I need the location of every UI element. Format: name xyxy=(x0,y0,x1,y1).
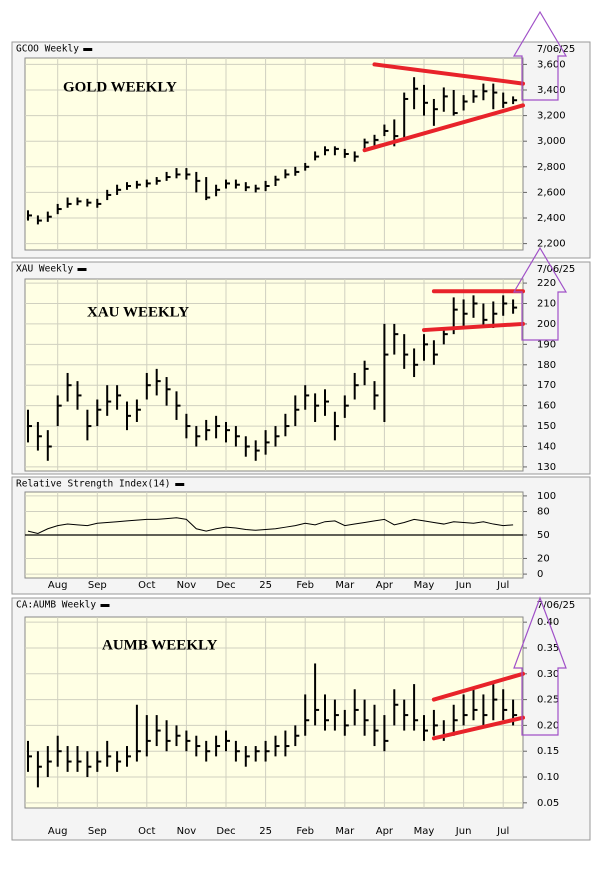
y-tick-label: 150 xyxy=(537,421,556,432)
legend-swatch xyxy=(100,604,110,607)
y-tick-label: 2,800 xyxy=(537,162,566,173)
panel-title: GCOO Weekly xyxy=(16,44,79,55)
trendline xyxy=(431,671,525,702)
x-tick-label: Apr xyxy=(376,580,394,591)
x-tick-label: Sep xyxy=(88,826,107,837)
y-tick-label: 3,200 xyxy=(537,111,566,122)
y-tick-label: 3,600 xyxy=(537,59,566,70)
x-tick-label: Feb xyxy=(296,826,314,837)
x-tick-label: Mar xyxy=(335,580,355,591)
y-tick-label: 200 xyxy=(537,319,556,330)
y-tick-label: 0.20 xyxy=(537,720,559,731)
x-tick-label: Aug xyxy=(48,580,68,591)
y-tick-label: 0.35 xyxy=(537,643,559,654)
panel-date: 7/06/25 xyxy=(537,44,576,55)
x-tick-label: Oct xyxy=(138,826,155,837)
y-tick-label: 0.15 xyxy=(537,746,559,757)
trendline xyxy=(431,715,525,741)
rsi-line xyxy=(27,517,514,534)
panel-title: CA:AUMB Weekly xyxy=(16,600,96,611)
x-tick-label: 25 xyxy=(259,580,272,591)
legend-swatch xyxy=(77,268,87,271)
panel-title: Relative Strength Index(14) xyxy=(16,479,170,490)
y-tick-label: 170 xyxy=(537,380,556,391)
y-tick-label: 50 xyxy=(537,530,550,541)
x-tick-label: Mar xyxy=(335,826,355,837)
y-tick-label: 0.25 xyxy=(537,695,559,706)
y-tick-label: 210 xyxy=(537,299,556,310)
y-tick-label: 2,600 xyxy=(537,187,566,198)
annotation: AUMB WEEKLY xyxy=(102,637,218,653)
y-tick-label: 2,200 xyxy=(537,239,566,250)
x-tick-label: Sep xyxy=(88,580,107,591)
y-tick-label: 80 xyxy=(537,507,550,518)
trendline xyxy=(422,321,525,333)
legend-swatch xyxy=(83,48,93,51)
x-tick-label: Dec xyxy=(216,580,235,591)
x-tick-label: Jul xyxy=(496,826,509,837)
y-tick-label: 130 xyxy=(537,462,556,473)
x-tick-label: Feb xyxy=(296,580,314,591)
plot-area xyxy=(24,616,524,809)
plot-area xyxy=(24,278,524,472)
y-tick-label: 3,000 xyxy=(537,136,566,147)
legend-swatch xyxy=(175,483,185,486)
y-tick-label: 0 xyxy=(537,569,543,580)
x-tick-label: Nov xyxy=(177,826,197,837)
y-tick-label: 2,400 xyxy=(537,213,566,224)
y-tick-label: 160 xyxy=(537,401,556,412)
x-tick-label: Oct xyxy=(138,580,155,591)
x-tick-label: Jun xyxy=(455,580,472,591)
x-tick-label: 25 xyxy=(259,826,272,837)
annotation: GOLD WEEKLY xyxy=(63,79,177,95)
panel-date: 7/06/25 xyxy=(537,264,576,275)
y-tick-label: 190 xyxy=(537,339,556,350)
trendline xyxy=(362,103,525,153)
y-tick-label: 20 xyxy=(537,553,550,564)
target-arrow xyxy=(512,10,568,101)
panel-date: 7/06/25 xyxy=(537,600,576,611)
trendline xyxy=(372,62,525,86)
panel-title: XAU Weekly xyxy=(16,264,73,275)
x-tick-label: Jul xyxy=(496,580,509,591)
y-tick-label: 0.05 xyxy=(537,798,559,809)
x-tick-label: Aug xyxy=(48,826,68,837)
y-tick-label: 100 xyxy=(537,491,556,502)
y-tick-label: 180 xyxy=(537,360,556,371)
y-tick-label: 140 xyxy=(537,441,556,452)
y-tick-label: 220 xyxy=(537,278,556,289)
x-tick-label: Apr xyxy=(376,826,394,837)
x-tick-label: Jun xyxy=(455,826,472,837)
x-tick-label: Dec xyxy=(216,826,235,837)
x-tick-label: May xyxy=(414,580,435,591)
x-tick-label: May xyxy=(414,826,435,837)
y-tick-label: 0.30 xyxy=(537,669,559,680)
y-tick-label: 0.10 xyxy=(537,772,559,783)
y-tick-label: 0.40 xyxy=(537,617,559,628)
x-tick-label: Nov xyxy=(177,580,197,591)
target-arrow xyxy=(512,246,568,341)
annotation: XAU WEEKLY xyxy=(87,304,189,320)
y-tick-label: 3,400 xyxy=(537,85,566,96)
target-arrow xyxy=(513,596,567,736)
